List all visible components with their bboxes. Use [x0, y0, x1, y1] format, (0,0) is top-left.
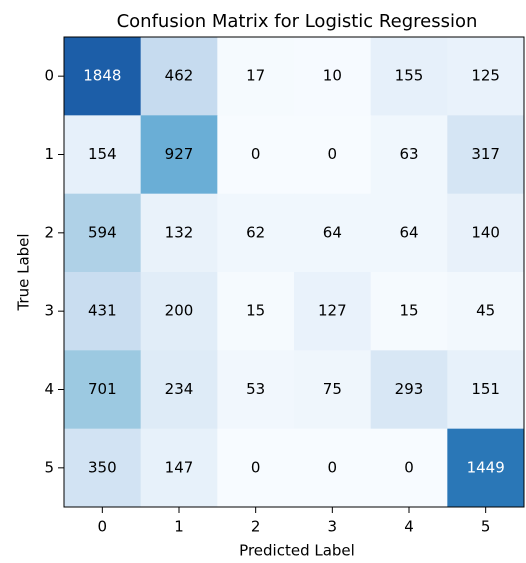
cell-label: 63: [399, 145, 418, 163]
heatmap-cell: [140, 428, 218, 508]
cell-label: 293: [395, 380, 424, 398]
heatmap-cell: [370, 37, 448, 116]
y-axis-label: True Label: [15, 233, 33, 311]
cell-label: 132: [165, 223, 194, 241]
y-tick-label: 1: [44, 145, 54, 163]
heatmap-cell: [217, 37, 295, 116]
heatmap-cell: [294, 428, 372, 508]
heatmap-cell: [294, 350, 372, 430]
heatmap-cell: [217, 193, 295, 273]
cell-label: 1848: [83, 67, 121, 85]
cell-label: 147: [165, 458, 194, 476]
heatmap-cell: [447, 272, 525, 351]
cell-label: 0: [328, 145, 338, 163]
cell-label: 154: [88, 145, 117, 163]
cell-label: 15: [399, 302, 418, 320]
cell-label: 701: [88, 380, 117, 398]
heatmap-cell: [64, 350, 142, 430]
y-tick-label: 3: [44, 302, 54, 320]
plot-frame: [63, 36, 525, 508]
heatmap-cell: [294, 272, 372, 351]
cell-label: 75: [323, 380, 342, 398]
heatmap-cell: [64, 37, 142, 116]
cell-label: 62: [246, 223, 265, 241]
cell-label: 151: [471, 380, 500, 398]
heatmap-cell: [370, 272, 448, 351]
x-tick-label: 1: [174, 518, 184, 536]
cell-label: 15: [246, 302, 265, 320]
x-axis-label: Predicted Label: [239, 542, 355, 560]
heatmap-cell: [140, 193, 218, 273]
x-tick-label: 2: [251, 518, 261, 536]
cell-label: 0: [404, 458, 414, 476]
heatmap-cell: [64, 272, 142, 351]
cell-label: 350: [88, 458, 117, 476]
x-tick-label: 4: [404, 518, 414, 536]
heatmap-cell: [447, 193, 525, 273]
heatmap-cell: [217, 115, 295, 195]
cell-label: 53: [246, 380, 265, 398]
chart-title: Confusion Matrix for Logistic Regression: [117, 11, 478, 32]
cell-label: 155: [395, 67, 424, 85]
cell-label: 200: [165, 302, 194, 320]
cell-label: 927: [165, 145, 194, 163]
y-tick-label: 4: [44, 380, 54, 398]
y-tick-label: 0: [44, 67, 54, 85]
heatmap-cell: [217, 428, 295, 508]
y-tick-label: 2: [44, 223, 54, 241]
heatmap-cell: [140, 37, 218, 116]
heatmap-cell: [217, 272, 295, 351]
cell-label: 1449: [467, 458, 505, 476]
cell-label: 462: [165, 67, 194, 85]
heatmap-cell: [447, 37, 525, 116]
heatmap-cell: [140, 350, 218, 430]
cell-label: 127: [318, 302, 347, 320]
cell-label: 125: [471, 67, 500, 85]
heatmap-cell: [447, 350, 525, 430]
heatmap-cell: [64, 115, 142, 195]
heatmap-cell: [217, 350, 295, 430]
x-tick-label: 5: [481, 518, 491, 536]
heatmap-cell: [294, 37, 372, 116]
heatmap-cell: [64, 428, 142, 508]
heatmap-cell: [370, 193, 448, 273]
cell-label: 45: [476, 302, 495, 320]
x-tick-label: 0: [98, 518, 108, 536]
heatmap-cell: [140, 115, 218, 195]
cell-label: 431: [88, 302, 117, 320]
cell-label: 64: [323, 223, 342, 241]
cell-label: 10: [323, 67, 342, 85]
cell-label: 140: [471, 223, 500, 241]
heatmap-cell: [447, 428, 525, 508]
cell-label: 0: [328, 458, 338, 476]
heatmap-cell: [370, 428, 448, 508]
cell-label: 234: [165, 380, 194, 398]
heatmap-cell: [294, 115, 372, 195]
heatmap-cell: [370, 350, 448, 430]
cell-label: 0: [251, 145, 261, 163]
heatmap-cell: [370, 115, 448, 195]
heatmap-cell: [140, 272, 218, 351]
cell-label: 594: [88, 223, 117, 241]
heatmap-cell: [447, 115, 525, 195]
cell-label: 317: [471, 145, 500, 163]
x-tick-label: 3: [328, 518, 338, 536]
cell-label: 0: [251, 458, 261, 476]
y-tick-label: 5: [44, 458, 54, 476]
cell-label: 17: [246, 67, 265, 85]
heatmap-cell: [64, 193, 142, 273]
heatmap-cell: [294, 193, 372, 273]
cell-label: 64: [399, 223, 418, 241]
